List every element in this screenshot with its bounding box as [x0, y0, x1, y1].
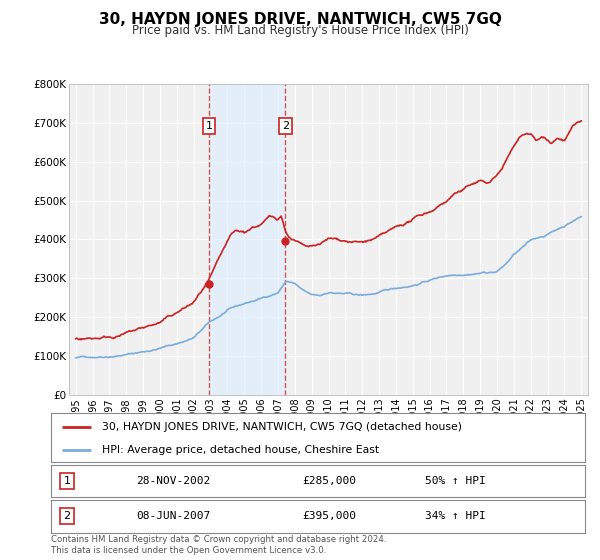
Text: 2: 2 — [282, 121, 289, 131]
Text: Price paid vs. HM Land Registry's House Price Index (HPI): Price paid vs. HM Land Registry's House … — [131, 24, 469, 36]
Text: 08-JUN-2007: 08-JUN-2007 — [136, 511, 211, 521]
Text: £285,000: £285,000 — [302, 476, 356, 486]
Text: 2: 2 — [64, 511, 71, 521]
Text: 50% ↑ HPI: 50% ↑ HPI — [425, 476, 485, 486]
Bar — [209, 84, 286, 395]
Text: 28-NOV-2002: 28-NOV-2002 — [136, 476, 211, 486]
Text: 1: 1 — [206, 121, 212, 131]
Text: 30, HAYDN JONES DRIVE, NANTWICH, CW5 7GQ (detached house): 30, HAYDN JONES DRIVE, NANTWICH, CW5 7GQ… — [102, 422, 462, 432]
Text: Contains HM Land Registry data © Crown copyright and database right 2024.
This d: Contains HM Land Registry data © Crown c… — [51, 535, 386, 555]
Text: HPI: Average price, detached house, Cheshire East: HPI: Average price, detached house, Ches… — [102, 445, 379, 455]
Text: 1: 1 — [64, 476, 71, 486]
Text: 30, HAYDN JONES DRIVE, NANTWICH, CW5 7GQ: 30, HAYDN JONES DRIVE, NANTWICH, CW5 7GQ — [98, 12, 502, 27]
Text: £395,000: £395,000 — [302, 511, 356, 521]
Text: 34% ↑ HPI: 34% ↑ HPI — [425, 511, 485, 521]
